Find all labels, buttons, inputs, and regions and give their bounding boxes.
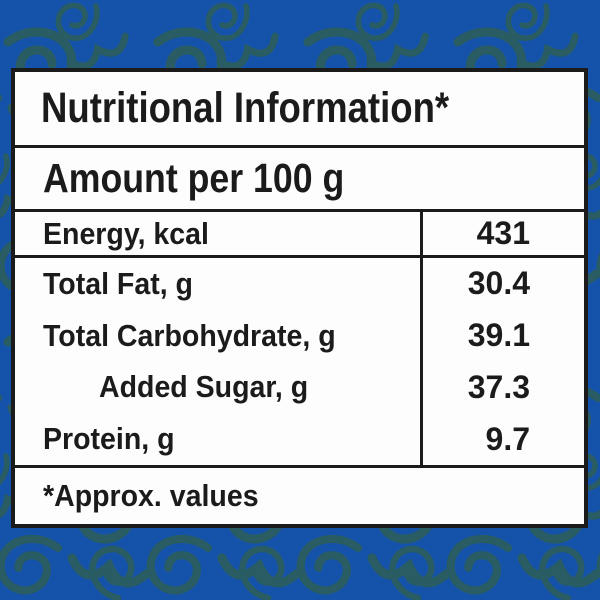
added-sugar-value: 37.3 — [467, 368, 530, 405]
nutrition-title: Nutritional Information* — [41, 84, 450, 132]
energy-label: Energy, kcal — [43, 215, 209, 251]
nutrient-label-protein: Protein, g — [15, 413, 420, 465]
energy-value-cell: 431 — [420, 212, 584, 255]
nutrition-title-row: Nutritional Information* — [15, 72, 584, 148]
nutrient-label-total-fat: Total Fat, g — [15, 258, 420, 310]
added-sugar-label: Added Sugar, g — [99, 369, 309, 405]
nutrition-table: Nutritional Information* Amount per 100 … — [11, 68, 588, 528]
nutrient-label-added-sugar: Added Sugar, g — [15, 362, 420, 414]
protein-value: 9.7 — [485, 420, 530, 457]
footnote: *Approx. values — [43, 478, 259, 513]
energy-row: Energy, kcal 431 — [15, 212, 584, 258]
nutrient-rows: Total Fat, g Total Carbohydrate, g Added… — [15, 258, 584, 468]
total-fat-value: 30.4 — [467, 265, 530, 302]
energy-value: 431 — [476, 215, 530, 251]
serving-header-row: Amount per 100 g — [15, 148, 584, 212]
total-carbohydrate-value: 39.1 — [467, 317, 530, 354]
protein-label: Protein, g — [43, 421, 175, 457]
nutrient-label-column: Total Fat, g Total Carbohydrate, g Added… — [15, 258, 420, 465]
nutrient-label-total-carbohydrate: Total Carbohydrate, g — [15, 310, 420, 362]
nutrient-value-column: 30.4 39.1 37.3 9.7 — [420, 258, 584, 465]
energy-label-cell: Energy, kcal — [15, 212, 420, 255]
serving-header: Amount per 100 g — [43, 155, 345, 201]
total-fat-label: Total Fat, g — [43, 265, 193, 301]
total-carbohydrate-label: Total Carbohydrate, g — [43, 317, 336, 353]
footnote-row: *Approx. values — [15, 468, 584, 524]
